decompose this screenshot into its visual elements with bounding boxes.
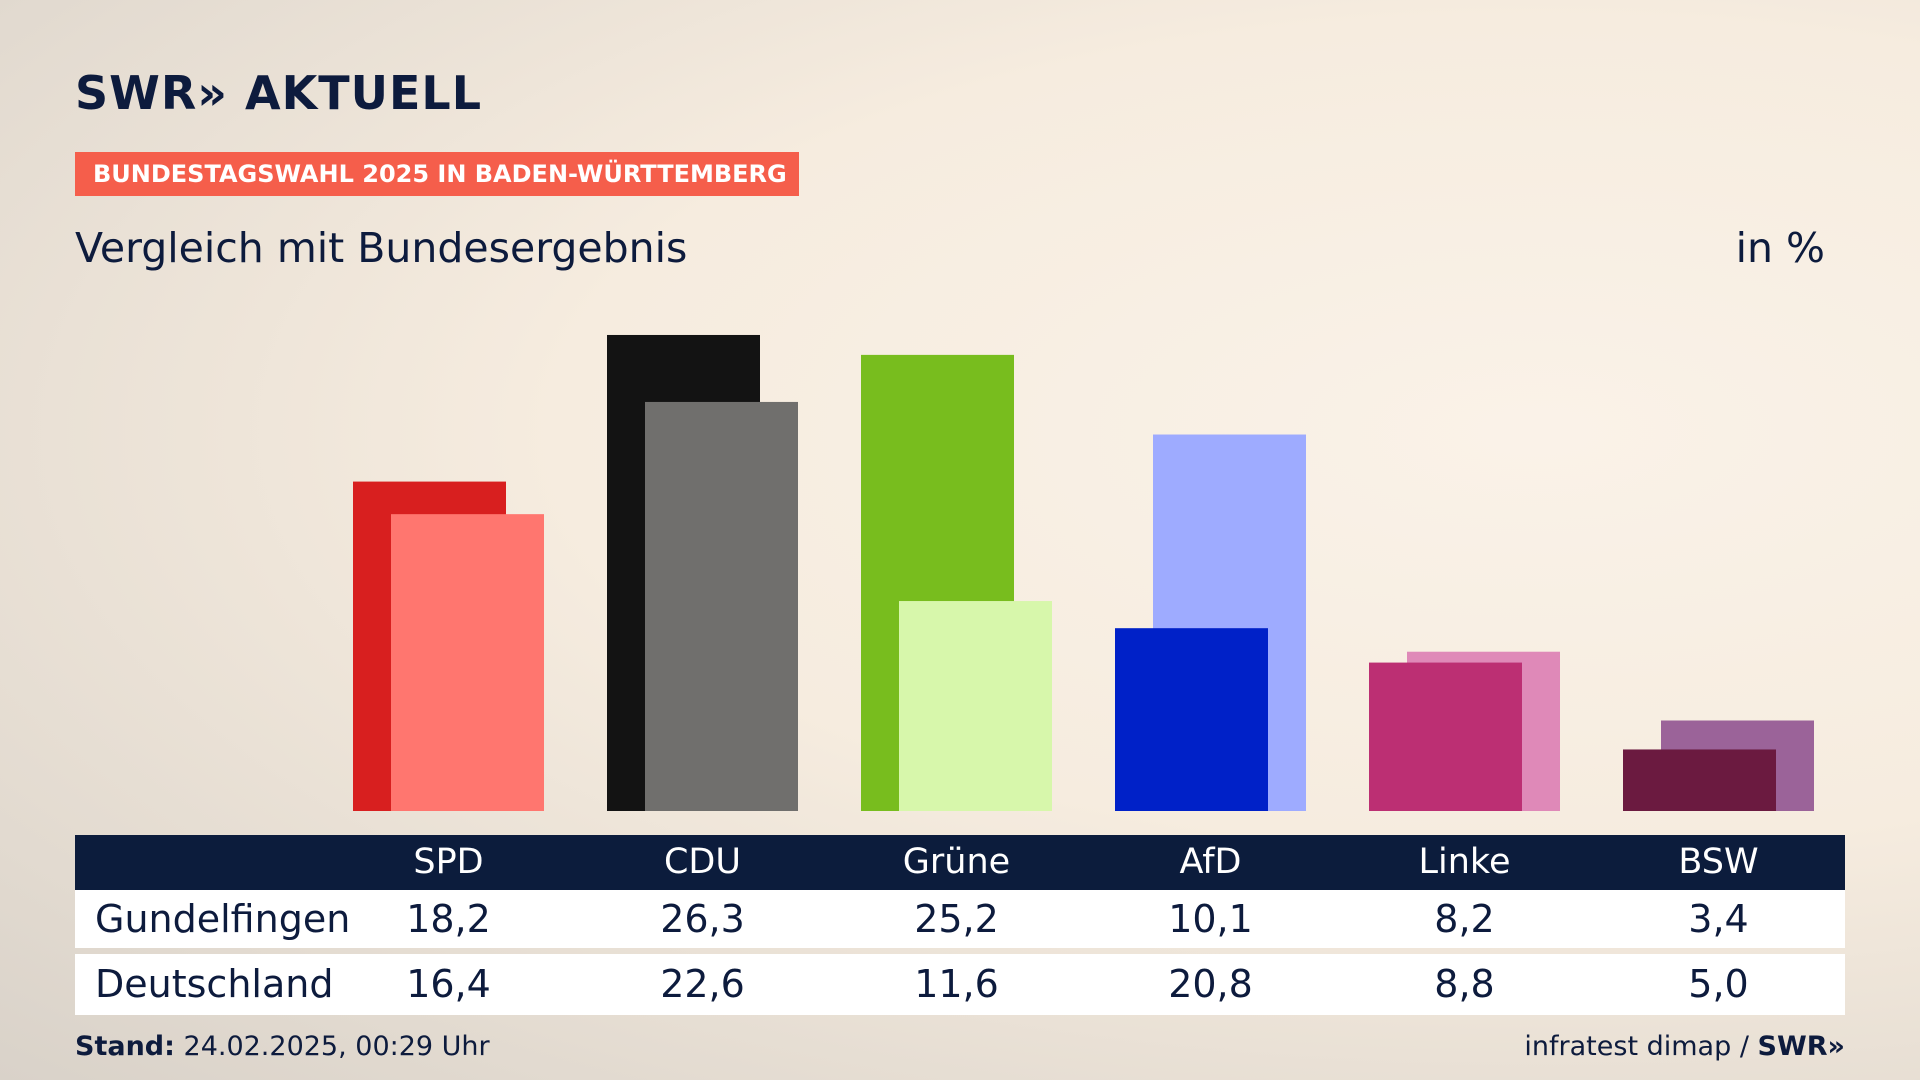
table-row: Deutschland 16,4 22,6 11,6 20,8 8,8 5,0 <box>75 954 1845 1015</box>
table-cell: 22,6 <box>660 962 745 1006</box>
election-banner: BUNDESTAGSWAHL 2025 IN BADEN-WÜRTTEMBERG <box>75 152 799 196</box>
source-text: infratest dimap / <box>1524 1031 1749 1062</box>
table-cell: 5,0 <box>1688 962 1749 1006</box>
column-header: SPD <box>413 842 484 882</box>
row-label: Deutschland <box>95 962 334 1006</box>
table-cell: 16,4 <box>406 962 491 1006</box>
column-header: BSW <box>1678 842 1759 882</box>
column-header: AfD <box>1179 842 1242 882</box>
bar-gruene-deutschland <box>899 601 1052 811</box>
swr-aktuell-logo: SWR» AKTUELL <box>75 66 483 120</box>
column-header: Grüne <box>902 842 1011 882</box>
stand-label: Stand: <box>75 1031 175 1062</box>
row-label: Gundelfingen <box>95 897 351 941</box>
table-row: Gundelfingen 18,2 26,3 25,2 10,1 8,2 3,4 <box>75 890 1845 948</box>
table-cell: 8,8 <box>1434 962 1495 1006</box>
table-cell: 3,4 <box>1688 897 1749 941</box>
source-credit: infratest dimap / SWR» <box>1524 1030 1845 1064</box>
column-header: CDU <box>663 842 741 882</box>
bar-chart <box>353 334 1814 811</box>
chart-subtitle: Vergleich mit Bundesergebnis <box>75 224 688 272</box>
table-cell: 8,2 <box>1434 897 1495 941</box>
table-cell: 25,2 <box>914 897 999 941</box>
table-header: SPD CDU Grüne AfD Linke BSW <box>75 835 1845 890</box>
bar-linke-gundelfingen <box>1369 662 1522 811</box>
bar-bsw-gundelfingen <box>1623 749 1776 811</box>
timestamp: Stand: 24.02.2025, 00:29 Uhr <box>75 1030 490 1064</box>
table-cell: 11,6 <box>914 962 999 1006</box>
table-cell: 10,1 <box>1168 897 1253 941</box>
column-header: Linke <box>1418 842 1511 882</box>
swr-brand: SWR» <box>1757 1031 1845 1062</box>
results-table: SPD CDU Grüne AfD Linke BSW Gundelfingen 18,2… <box>75 835 1845 1015</box>
table-cell: 18,2 <box>406 897 491 941</box>
bar-cdu-deutschland <box>645 401 798 811</box>
table-cell: 20,8 <box>1168 962 1253 1006</box>
bar-afd-gundelfingen <box>1115 628 1268 811</box>
stand-value: 24.02.2025, 00:29 Uhr <box>183 1031 490 1062</box>
bar-spd-deutschland <box>391 514 544 811</box>
unit-label: in % <box>1735 224 1825 272</box>
table-cell: 26,3 <box>660 897 745 941</box>
